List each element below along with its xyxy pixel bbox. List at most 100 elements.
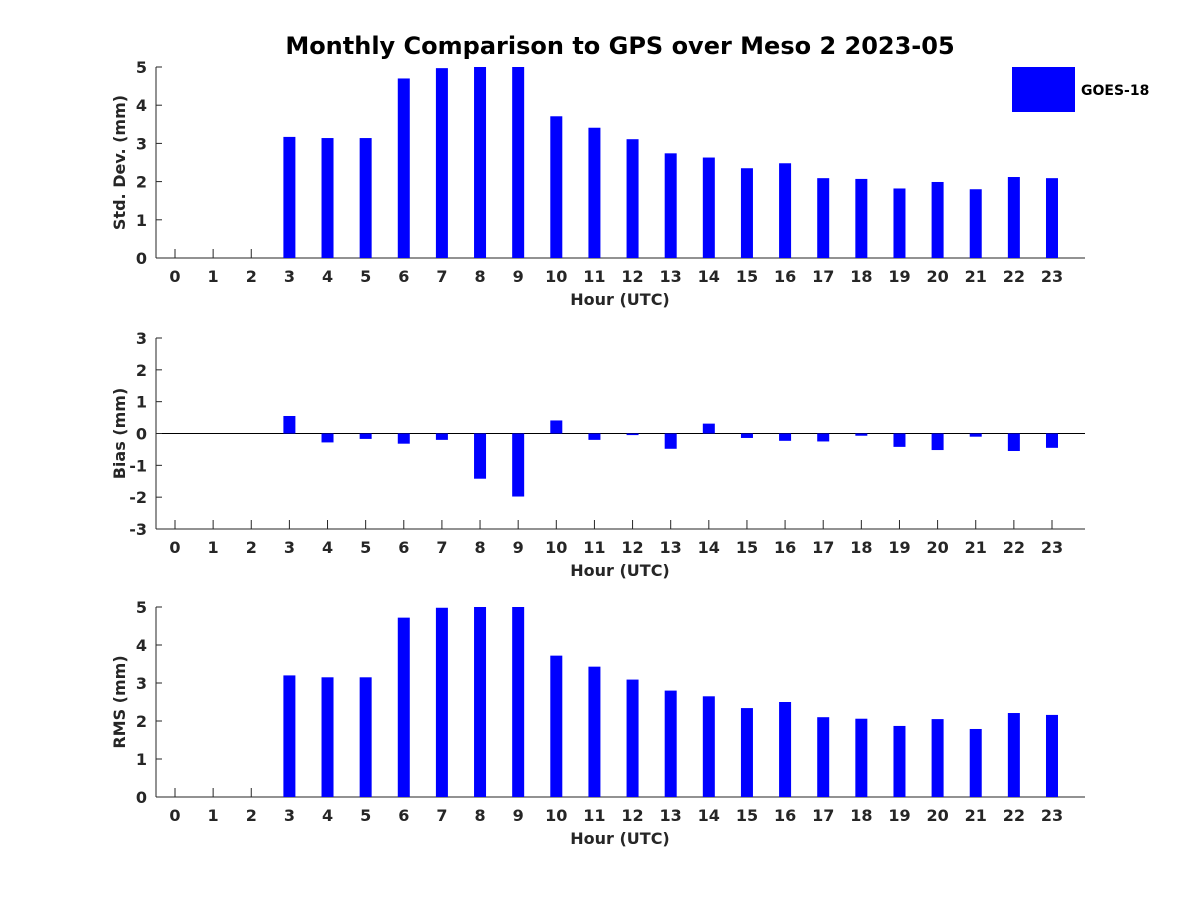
bar — [283, 415, 296, 434]
bar — [702, 696, 715, 797]
legend-label: GOES-18 — [1081, 83, 1149, 99]
y-axis-label: Bias (mm) — [110, 388, 129, 480]
x-tick-label: 14 — [698, 806, 720, 825]
bar — [435, 68, 448, 258]
x-tick-label: 4 — [322, 267, 333, 286]
x-tick-label: 10 — [545, 267, 567, 286]
x-tick-label: 16 — [774, 806, 796, 825]
bar — [321, 433, 334, 443]
bar — [588, 127, 601, 258]
y-tick-label: 0 — [136, 249, 147, 268]
x-tick-label: 2 — [246, 267, 257, 286]
legend-swatch — [1012, 67, 1075, 112]
bar — [435, 433, 448, 440]
x-tick-label: 7 — [436, 267, 447, 286]
x-tick-label: 10 — [545, 806, 567, 825]
x-tick-label: 4 — [322, 538, 333, 557]
bar — [321, 677, 334, 797]
bar — [969, 728, 982, 797]
x-axis-label: Hour (UTC) — [570, 829, 670, 848]
bar — [1045, 178, 1058, 258]
x-tick-label: 11 — [583, 267, 605, 286]
x-tick-label: 7 — [436, 538, 447, 557]
bar — [512, 433, 525, 497]
x-tick-label: 10 — [545, 538, 567, 557]
bar — [550, 420, 563, 434]
y-tick-label: 5 — [136, 598, 147, 617]
bar — [664, 433, 677, 449]
bar — [740, 168, 753, 258]
bar — [855, 718, 868, 797]
x-tick-label: 1 — [208, 806, 219, 825]
bar — [397, 78, 410, 258]
x-tick-label: 17 — [812, 806, 834, 825]
y-axis-label: RMS (mm) — [110, 655, 129, 748]
x-tick-label: 6 — [398, 267, 409, 286]
x-tick-label: 8 — [474, 806, 485, 825]
bar — [626, 433, 639, 436]
x-tick-label: 9 — [513, 267, 524, 286]
bar — [588, 433, 601, 440]
x-tick-label: 14 — [698, 538, 720, 557]
y-tick-label: 4 — [136, 636, 147, 655]
bar — [512, 607, 525, 797]
bar — [321, 138, 334, 258]
x-axis-label: Hour (UTC) — [570, 290, 670, 309]
x-tick-label: 3 — [284, 538, 295, 557]
bar — [779, 702, 792, 797]
bar — [702, 157, 715, 258]
bar — [664, 153, 677, 258]
bar — [283, 136, 296, 258]
bar — [779, 163, 792, 258]
bar — [817, 178, 830, 258]
x-tick-label: 13 — [660, 806, 682, 825]
y-tick-label: -2 — [129, 488, 147, 507]
bar — [397, 433, 410, 444]
x-tick-label: 1 — [208, 267, 219, 286]
x-tick-label: 18 — [850, 267, 872, 286]
y-tick-label: 3 — [136, 329, 147, 348]
bar-series — [283, 67, 1058, 258]
bar-series — [283, 415, 1058, 497]
bar — [626, 679, 639, 797]
bar — [893, 433, 906, 447]
bar — [817, 717, 830, 797]
bar — [1045, 433, 1058, 448]
x-tick-label: 12 — [621, 267, 643, 286]
bar — [855, 433, 868, 436]
x-tick-label: 5 — [360, 538, 371, 557]
y-tick-label: 1 — [136, 393, 147, 412]
y-tick-label: -3 — [129, 520, 147, 539]
x-tick-label: 4 — [322, 806, 333, 825]
x-tick-label: 19 — [888, 806, 910, 825]
x-tick-label: 20 — [926, 267, 948, 286]
x-tick-label: 15 — [736, 806, 758, 825]
bar — [359, 138, 372, 258]
x-tick-label: 7 — [436, 806, 447, 825]
bar — [474, 433, 487, 479]
x-tick-label: 23 — [1041, 538, 1063, 557]
bar — [1045, 714, 1058, 797]
x-tick-label: 2 — [246, 538, 257, 557]
bar — [664, 690, 677, 797]
x-tick-label: 8 — [474, 538, 485, 557]
y-tick-label: 1 — [136, 211, 147, 230]
x-tick-label: 23 — [1041, 267, 1063, 286]
bar — [969, 189, 982, 258]
x-tick-label: 18 — [850, 806, 872, 825]
y-tick-label: 0 — [136, 788, 147, 807]
x-tick-label: 22 — [1003, 267, 1025, 286]
bar — [626, 139, 639, 258]
x-tick-label: 17 — [812, 267, 834, 286]
x-tick-label: 5 — [360, 806, 371, 825]
bar — [1007, 433, 1020, 452]
bar — [283, 675, 296, 797]
bar — [588, 666, 601, 797]
bar — [855, 178, 868, 258]
x-tick-label: 2 — [246, 806, 257, 825]
x-tick-label: 19 — [888, 538, 910, 557]
